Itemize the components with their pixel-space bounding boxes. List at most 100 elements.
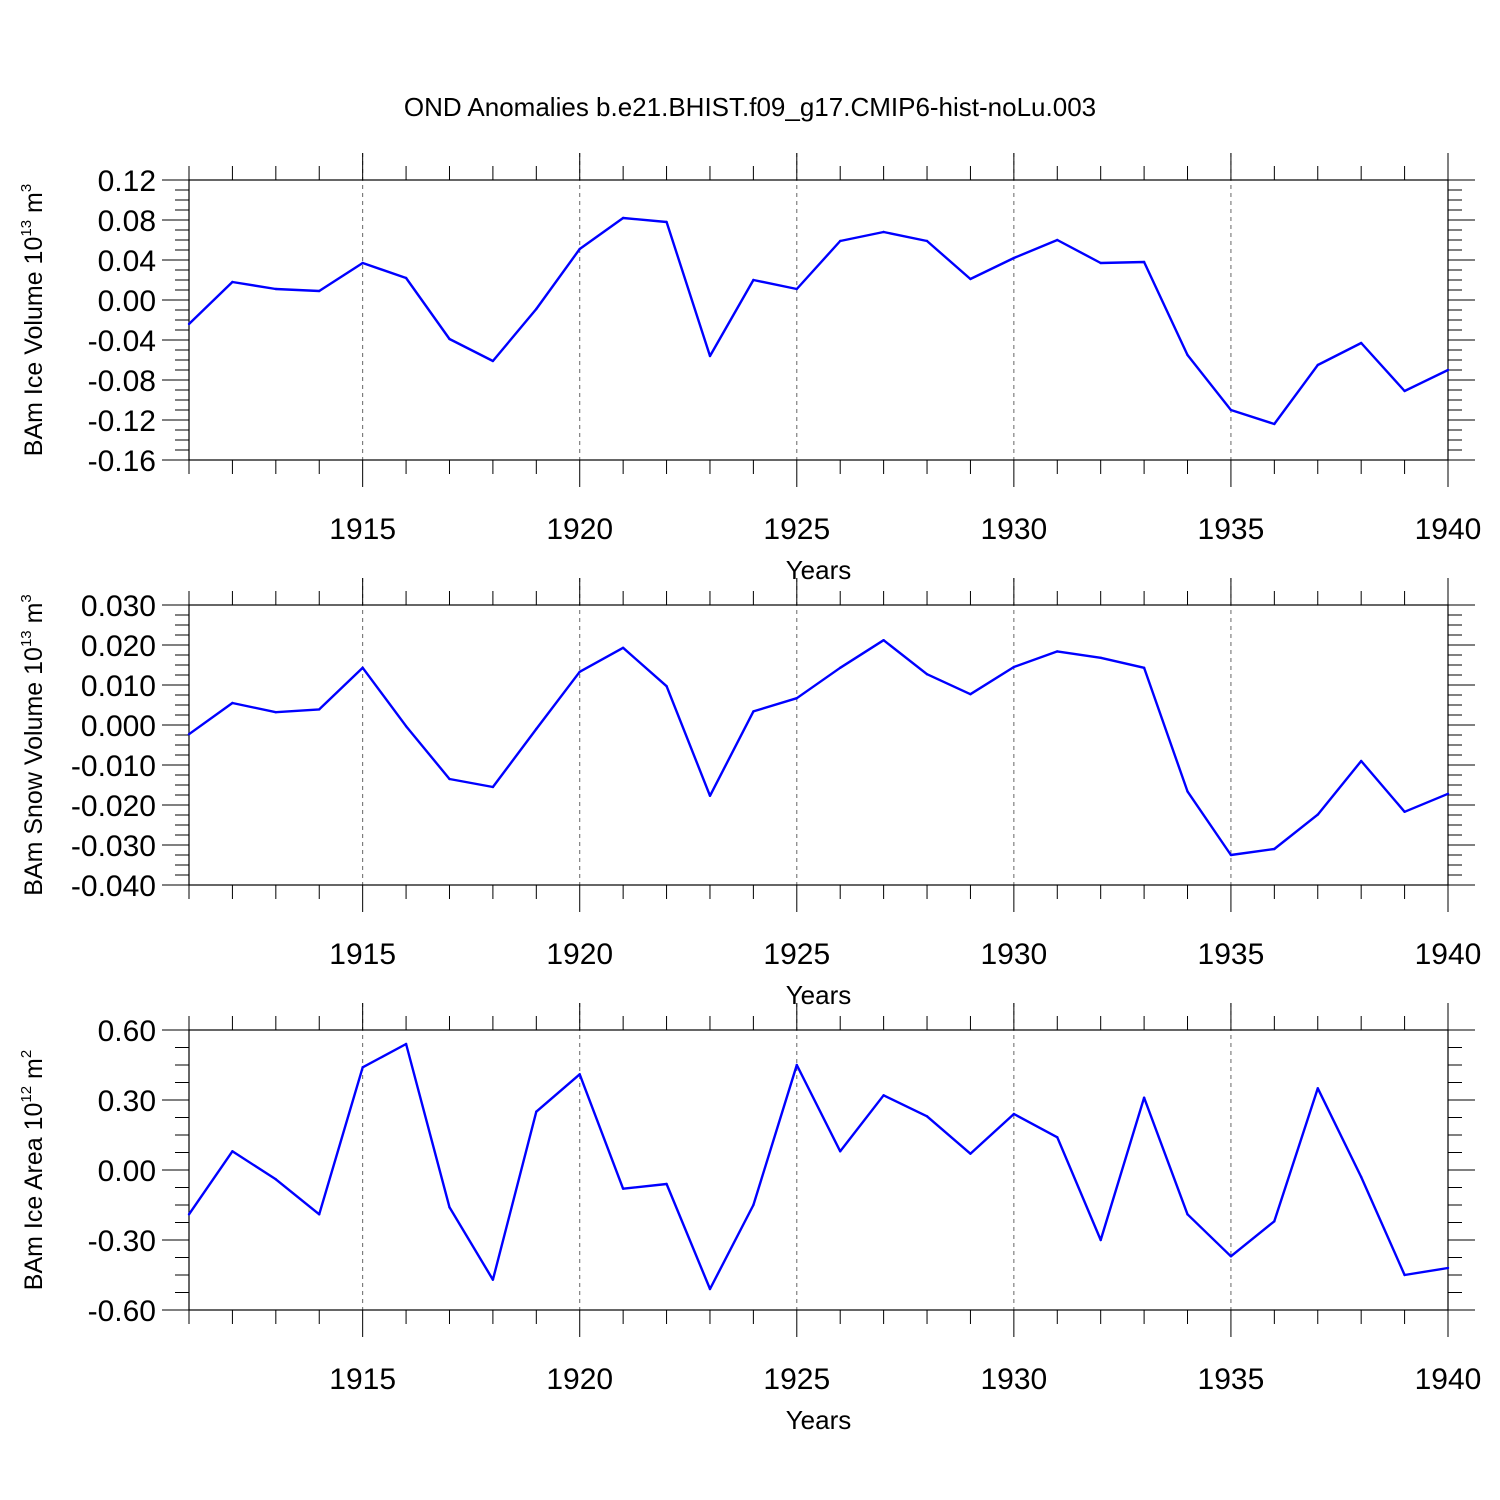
panel-3: -0.60 -0.30 0.00 0.30 0.60 1915 1920 1925 1930 19… <box>18 1003 1481 1435</box>
data-point <box>535 307 538 311</box>
y-axis-label-unit: m <box>20 1058 48 1086</box>
x-tick-label: 1915 <box>329 938 396 971</box>
panels: -0.16 -0.12 -0.08 -0.04 0.00 0.04 0.08 0.12 1915… <box>18 153 1481 1435</box>
data-point <box>1099 1238 1102 1242</box>
series-line <box>188 216 1449 426</box>
y-tick-label: -0.08 <box>88 365 156 398</box>
data-point <box>925 673 929 676</box>
data-point <box>1056 1136 1059 1139</box>
data-point <box>491 785 495 789</box>
data-point <box>448 1206 451 1209</box>
data-point <box>231 280 234 284</box>
data-point <box>274 1178 278 1181</box>
y-tick-label: 0.00 <box>98 1155 156 1188</box>
y-axis-label-main: BAm Ice Volume 10 <box>20 237 48 457</box>
data-point <box>1403 1273 1406 1277</box>
data-point <box>491 1278 495 1281</box>
x-tick-label: 1915 <box>329 1363 396 1396</box>
y-axis-label-main: BAm Snow Volume 10 <box>20 647 48 896</box>
data-point <box>404 276 408 280</box>
x-tick-label: 1935 <box>1198 513 1265 546</box>
y-tick-label: 0.60 <box>98 1015 156 1048</box>
y-tick-label: -0.020 <box>71 790 156 823</box>
y-axis-label-unit-exponent: 3 <box>18 184 35 192</box>
data-point <box>1316 363 1319 367</box>
data-point <box>882 1094 885 1097</box>
x-tick-label: 1940 <box>1415 513 1482 546</box>
data-point <box>839 239 842 243</box>
data-point <box>578 247 581 251</box>
data-point <box>404 1042 408 1046</box>
data-point <box>404 725 408 728</box>
data-point <box>1359 759 1363 763</box>
data-point <box>274 287 278 291</box>
y-tick-label: 0.030 <box>81 590 156 623</box>
data-point <box>1359 341 1363 345</box>
y-tick-label: -0.040 <box>71 870 156 903</box>
data-point <box>969 1152 972 1155</box>
x-tick-label: 1925 <box>763 513 830 546</box>
data-point <box>839 1150 842 1153</box>
x-tick-label: 1935 <box>1198 1363 1265 1396</box>
x-tick-label: 1920 <box>546 513 613 546</box>
data-point <box>1099 261 1102 265</box>
data-point <box>578 670 581 673</box>
data-point <box>1359 1175 1363 1179</box>
data-point <box>969 693 972 696</box>
plot-frame <box>188 1029 1449 1311</box>
x-tick-label: 1915 <box>329 513 396 546</box>
y-tick-label: 0.00 <box>98 285 156 318</box>
y-tick-label: 0.04 <box>98 245 156 278</box>
y-tick-label: -0.010 <box>71 750 156 783</box>
data-point <box>187 322 191 326</box>
data-point <box>795 697 798 700</box>
data-point <box>535 1110 538 1113</box>
y-axis-label-unit: m <box>20 192 48 220</box>
data-point <box>665 685 668 688</box>
data-point <box>1446 1266 1450 1270</box>
x-tick-label: 1925 <box>763 938 830 971</box>
x-tick-label: 1930 <box>980 1363 1047 1396</box>
data-point <box>621 646 625 649</box>
data-point <box>361 261 364 265</box>
x-axis-label: Years <box>786 1405 852 1435</box>
data-point <box>578 1073 581 1076</box>
data-point <box>231 1150 234 1153</box>
y-tick-label: 0.000 <box>81 710 156 743</box>
data-point <box>1186 353 1189 357</box>
y-axis-label-exponent: 12 <box>18 1086 35 1103</box>
data-point <box>708 1287 712 1291</box>
data-point <box>1186 790 1189 793</box>
data-point <box>752 278 755 282</box>
x-axis-label: Years <box>786 555 852 585</box>
data-point <box>361 1066 364 1069</box>
y-tick-label: 0.020 <box>81 630 156 663</box>
data-point <box>1316 1087 1319 1090</box>
data-point <box>752 1203 755 1207</box>
y-tick-label: 0.08 <box>98 205 156 238</box>
x-axis-label: Years <box>786 980 852 1010</box>
data-point <box>1403 810 1406 813</box>
plot-frame <box>188 604 1449 886</box>
x-tick-label: 1920 <box>546 938 613 971</box>
data-point <box>1142 260 1146 264</box>
data-point <box>187 1213 191 1216</box>
data-point <box>1186 1213 1189 1216</box>
data-point <box>231 701 234 705</box>
data-point <box>882 230 885 234</box>
data-point <box>925 1115 929 1118</box>
data-point <box>318 1213 321 1216</box>
y-tick-label: -0.030 <box>71 830 156 863</box>
y-axis-label-exponent: 13 <box>18 220 35 237</box>
y-axis-label-unit-exponent: 2 <box>18 1050 35 1058</box>
data-point <box>665 1182 668 1186</box>
series-line <box>188 1042 1449 1291</box>
panel-2: -0.040 -0.030 -0.020 -0.010 0.000 0.010 0.020 0… <box>18 578 1481 1010</box>
data-point <box>1229 1255 1233 1258</box>
data-point <box>535 727 538 731</box>
y-axis-label: BAm Snow Volume 1013 m3 <box>18 594 48 896</box>
data-point <box>448 777 451 781</box>
y-tick-label: -0.60 <box>88 1295 156 1328</box>
data-point <box>274 711 278 714</box>
x-tick-label: 1930 <box>980 513 1047 546</box>
